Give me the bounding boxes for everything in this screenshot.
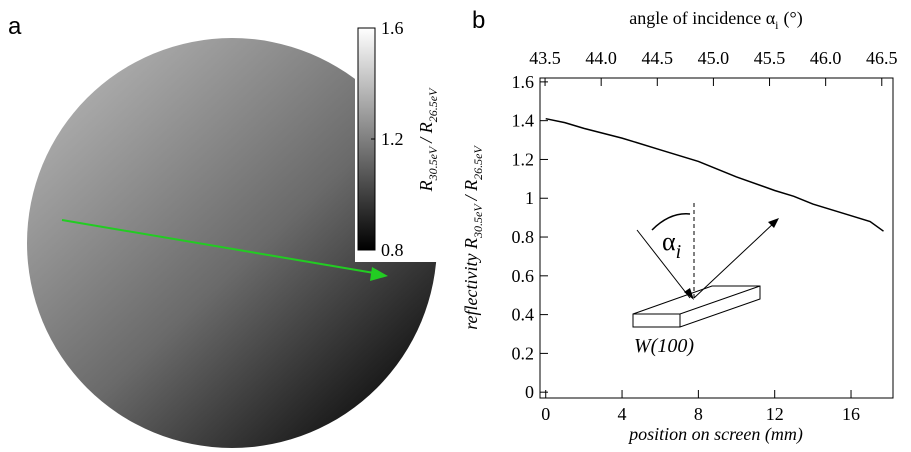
panel-label: b: [472, 7, 485, 34]
incident-ray: [636, 229, 691, 299]
y-tick-label: 0.8: [512, 227, 535, 247]
data-line: [545, 117, 884, 232]
x-tick-label: 8: [694, 404, 703, 424]
y-tick-label: 1: [525, 188, 534, 208]
label-part: (°): [784, 8, 803, 29]
annotation-part: α: [662, 227, 676, 256]
label-part: i: [775, 18, 779, 32]
reflected-ray: [693, 221, 776, 299]
arrow-head: [370, 267, 388, 281]
label-part: R: [416, 180, 436, 192]
arrow: [61, 219, 381, 275]
colorbar-tick-label: 1.6: [381, 18, 404, 38]
x2-tick-label: 45.5: [754, 48, 786, 68]
x-axis-label: position on screen (mm): [627, 424, 803, 445]
x2-tick-label: 44.0: [585, 48, 617, 68]
x-tick-label: 16: [842, 404, 860, 424]
arrow-head: [684, 288, 694, 300]
label-part: 26.5eV: [471, 145, 485, 180]
annotation: W(100): [634, 335, 694, 357]
y-tick-label: 0.6: [512, 266, 535, 286]
x-tick-label: 0: [541, 404, 550, 424]
label-part: 30.5eV: [471, 203, 485, 239]
x2-tick-label: 44.5: [642, 48, 674, 68]
colorbar-label: R30.5eV/ R26.5eV: [416, 87, 440, 192]
label-part: / R: [461, 180, 481, 202]
disk-image: [27, 38, 437, 448]
annotation-part: i: [676, 241, 682, 263]
arrow-head: [768, 218, 779, 228]
y-tick-label: 1.6: [512, 72, 535, 92]
x2-axis-label: angle of incidence αi (°): [629, 8, 802, 32]
x2-tick-label: 46.5: [866, 48, 898, 68]
x2-tick-label: 43.5: [529, 48, 561, 68]
label-part: reflectivity R: [461, 238, 481, 330]
y-tick-label: 1.4: [512, 111, 535, 131]
panel-label: a: [8, 13, 22, 40]
label-part: / R: [416, 122, 436, 144]
x2-tick-label: 46.0: [810, 48, 842, 68]
colorbar-tick-label: 0.8: [381, 240, 404, 260]
y-axis-label: reflectivity R30.5eV/ R26.5eV: [461, 145, 485, 330]
label-part: angle of incidence α: [629, 8, 775, 28]
annotation: αi: [662, 227, 681, 263]
x-tick-label: 12: [766, 404, 784, 424]
y-tick-label: 0.2: [512, 343, 535, 363]
y-tick-label: 0.4: [512, 305, 535, 325]
plot-frame: [539, 77, 894, 399]
x2-tick-label: 45.0: [698, 48, 730, 68]
label-part: 26.5eV: [426, 87, 440, 122]
x-tick-label: 4: [618, 404, 627, 424]
y-tick-label: 0: [525, 382, 534, 402]
angle-arc: [651, 213, 691, 231]
y-tick-label: 1.2: [512, 149, 535, 169]
colorbar-tick-label: 1.2: [381, 129, 404, 149]
label-part: 30.5eV: [426, 145, 440, 181]
crystal: [632, 285, 761, 328]
